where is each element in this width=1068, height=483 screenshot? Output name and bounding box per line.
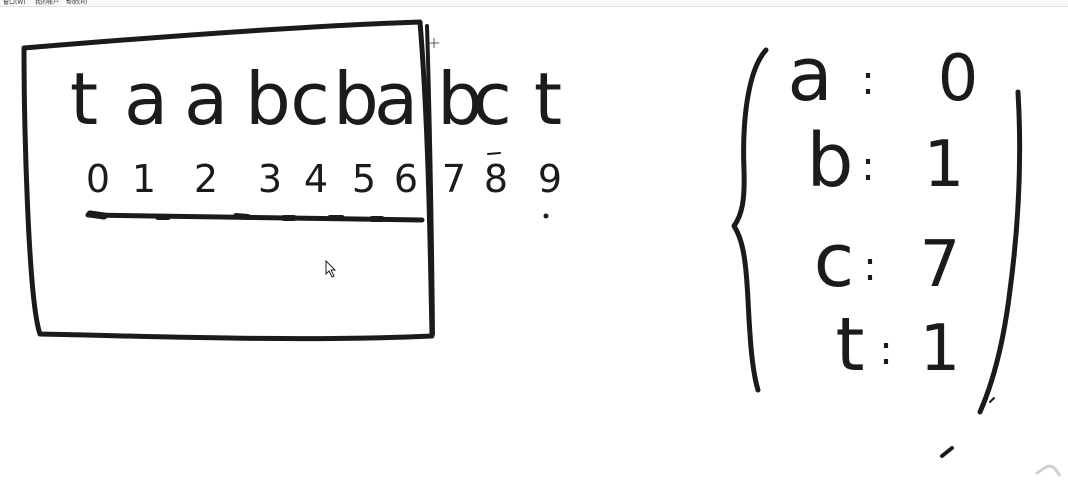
index-number: 2 xyxy=(194,157,218,201)
menu-item-help[interactable]: 帮助(H) xyxy=(66,0,88,6)
string-char: b xyxy=(333,57,379,141)
ink-mark xyxy=(989,397,995,403)
string-char: c xyxy=(290,57,330,141)
string-char: t xyxy=(70,57,98,141)
map-key: a xyxy=(787,32,832,118)
map-separator: : xyxy=(861,144,874,190)
map-value: 0 xyxy=(938,42,979,116)
map-key: c xyxy=(814,218,855,304)
string-char: b xyxy=(437,57,483,141)
map-key: t xyxy=(835,302,864,388)
corner-scribble xyxy=(1035,464,1062,477)
map-left-brace xyxy=(731,47,769,393)
index-number: 6 xyxy=(394,157,418,201)
string-char: b xyxy=(245,57,291,141)
index-number: 1 xyxy=(132,157,156,201)
index-number: 3 xyxy=(258,157,282,201)
menu-item-my-account[interactable]: 我的帐户 xyxy=(35,0,60,6)
window-divider xyxy=(425,24,435,336)
menu-bar: 窗口(W) 我的帐户 帮助(H) xyxy=(0,0,1068,7)
string-char: a xyxy=(374,57,418,141)
map-separator: : xyxy=(863,244,876,290)
ink-mark xyxy=(487,152,501,155)
char-count-map: a:0b:1c:7t:1 xyxy=(787,32,978,388)
string-char: a xyxy=(184,57,228,141)
index-number: 5 xyxy=(352,157,376,201)
crosshair-icon xyxy=(429,38,439,48)
menu-item-window[interactable]: 窗口(W) xyxy=(3,0,26,6)
map-separator: : xyxy=(861,58,874,104)
map-value: 1 xyxy=(920,312,961,386)
map-separator: : xyxy=(879,328,892,374)
string-char: t xyxy=(534,57,562,141)
ink-dot xyxy=(543,213,549,219)
index-number: 0 xyxy=(86,157,110,201)
index-number: 9 xyxy=(538,157,562,201)
map-right-brace xyxy=(977,89,1023,415)
map-key: b xyxy=(807,118,854,204)
underline-dashes xyxy=(86,210,385,222)
index-number: 4 xyxy=(304,157,328,201)
string-char: c xyxy=(472,57,512,141)
cursor-arrow-icon xyxy=(325,259,337,278)
ink-mark xyxy=(940,446,954,458)
map-value: 1 xyxy=(924,128,965,202)
string-char: a xyxy=(124,57,168,141)
window-frame xyxy=(21,19,435,342)
index-number: 7 xyxy=(442,157,466,201)
map-value: 7 xyxy=(920,228,961,302)
index-number: 8 xyxy=(484,157,508,201)
string-characters: t a a b c ba bc t xyxy=(70,57,562,141)
